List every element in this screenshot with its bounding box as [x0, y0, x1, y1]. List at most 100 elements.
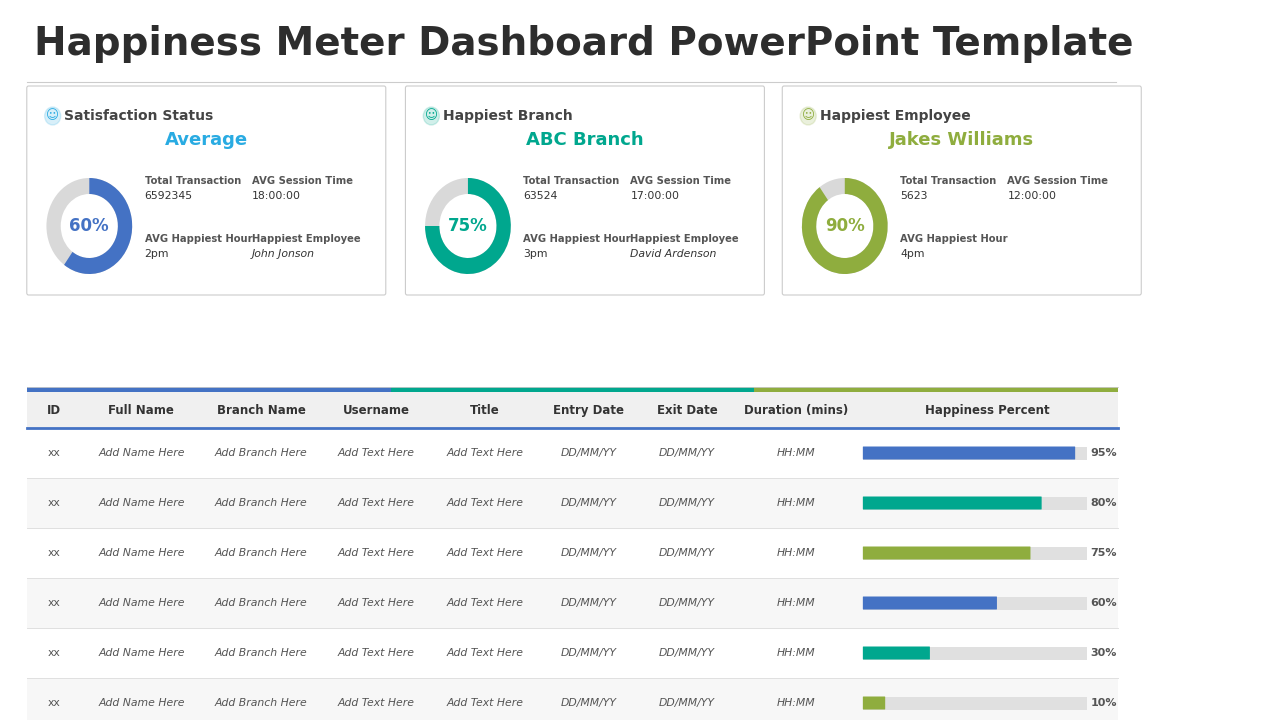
- Text: DD/MM/YY: DD/MM/YY: [561, 648, 617, 658]
- Text: DD/MM/YY: DD/MM/YY: [561, 448, 617, 458]
- Text: Jakes Williams: Jakes Williams: [890, 131, 1034, 149]
- Text: 60%: 60%: [69, 217, 109, 235]
- Text: Add Text Here: Add Text Here: [338, 698, 415, 708]
- Text: Add Name Here: Add Name Here: [99, 498, 184, 508]
- Text: Full Name: Full Name: [109, 403, 174, 416]
- Text: AVG Happiest Hour: AVG Happiest Hour: [900, 234, 1007, 244]
- Text: Add Branch Here: Add Branch Here: [215, 598, 307, 608]
- Text: ☺: ☺: [46, 109, 59, 122]
- Text: AVG Session Time: AVG Session Time: [1007, 176, 1108, 186]
- Bar: [754, 387, 1117, 392]
- FancyBboxPatch shape: [863, 546, 1030, 559]
- Text: HH:MM: HH:MM: [777, 548, 815, 558]
- Text: HH:MM: HH:MM: [777, 648, 815, 658]
- Text: ☺: ☺: [425, 109, 438, 122]
- FancyBboxPatch shape: [863, 446, 1075, 459]
- Text: Add Name Here: Add Name Here: [99, 698, 184, 708]
- Bar: [863, 596, 1087, 610]
- FancyBboxPatch shape: [863, 596, 997, 610]
- Text: Add Text Here: Add Text Here: [447, 498, 524, 508]
- Text: HH:MM: HH:MM: [777, 598, 815, 608]
- Text: 6592345: 6592345: [145, 191, 193, 201]
- Bar: [27, 392, 1117, 428]
- Text: Add Text Here: Add Text Here: [447, 448, 524, 458]
- Text: Add Text Here: Add Text Here: [447, 548, 524, 558]
- Text: 75%: 75%: [1091, 548, 1117, 558]
- Text: DD/MM/YY: DD/MM/YY: [659, 648, 716, 658]
- Text: DD/MM/YY: DD/MM/YY: [659, 698, 716, 708]
- Text: xx: xx: [47, 648, 60, 658]
- Text: xx: xx: [47, 698, 60, 708]
- Bar: [863, 446, 1087, 459]
- Circle shape: [424, 107, 439, 125]
- Text: Add Branch Here: Add Branch Here: [215, 548, 307, 558]
- Text: 12:00:00: 12:00:00: [1007, 191, 1056, 201]
- Text: Add Text Here: Add Text Here: [338, 548, 415, 558]
- Text: 90%: 90%: [824, 217, 865, 235]
- Text: Total Transaction: Total Transaction: [900, 176, 996, 186]
- Text: 2pm: 2pm: [145, 249, 169, 259]
- Text: Add Branch Here: Add Branch Here: [215, 448, 307, 458]
- FancyBboxPatch shape: [863, 696, 886, 709]
- Text: Add Branch Here: Add Branch Here: [215, 498, 307, 508]
- Text: DD/MM/YY: DD/MM/YY: [659, 598, 716, 608]
- Text: Happiest Employee: Happiest Employee: [631, 234, 739, 244]
- Text: 18:00:00: 18:00:00: [252, 191, 301, 201]
- Bar: [27, 428, 1117, 478]
- Text: DD/MM/YY: DD/MM/YY: [659, 448, 716, 458]
- Text: Total Transaction: Total Transaction: [145, 176, 241, 186]
- Text: ☺: ☺: [801, 109, 814, 122]
- Text: Add Text Here: Add Text Here: [447, 698, 524, 708]
- Text: ABC Branch: ABC Branch: [526, 131, 644, 149]
- FancyBboxPatch shape: [863, 497, 1042, 510]
- Bar: [863, 497, 1087, 510]
- Circle shape: [800, 107, 817, 125]
- Text: Add Name Here: Add Name Here: [99, 648, 184, 658]
- Text: DD/MM/YY: DD/MM/YY: [561, 698, 617, 708]
- Bar: [27, 578, 1117, 628]
- Text: Satisfaction Status: Satisfaction Status: [64, 109, 214, 123]
- Text: AVG Happiest Hour: AVG Happiest Hour: [145, 234, 252, 244]
- Bar: [27, 478, 1117, 528]
- Text: 60%: 60%: [1091, 598, 1117, 608]
- Text: 95%: 95%: [1091, 448, 1117, 458]
- Text: AVG Session Time: AVG Session Time: [631, 176, 731, 186]
- Text: ID: ID: [47, 403, 61, 416]
- Text: John Jonson: John Jonson: [252, 249, 315, 259]
- Text: Exit Date: Exit Date: [657, 403, 717, 416]
- Text: David Ardenson: David Ardenson: [631, 249, 717, 259]
- Text: Add Text Here: Add Text Here: [447, 648, 524, 658]
- Text: Entry Date: Entry Date: [553, 403, 625, 416]
- Text: Duration (mins): Duration (mins): [744, 403, 849, 416]
- Bar: [863, 696, 1087, 709]
- Text: Add Branch Here: Add Branch Here: [215, 648, 307, 658]
- Wedge shape: [425, 178, 511, 274]
- Wedge shape: [64, 178, 132, 274]
- Text: xx: xx: [47, 498, 60, 508]
- Bar: [390, 387, 754, 392]
- Text: Add Name Here: Add Name Here: [99, 548, 184, 558]
- Bar: [27, 678, 1117, 720]
- Bar: [863, 647, 1087, 660]
- Text: Add Name Here: Add Name Here: [99, 448, 184, 458]
- Text: HH:MM: HH:MM: [777, 498, 815, 508]
- Text: Add Text Here: Add Text Here: [338, 598, 415, 608]
- Text: Branch Name: Branch Name: [218, 403, 306, 416]
- Text: Happiest Employee: Happiest Employee: [819, 109, 970, 123]
- Text: Happiest Employee: Happiest Employee: [252, 234, 361, 244]
- Text: Add Name Here: Add Name Here: [99, 598, 184, 608]
- Circle shape: [45, 107, 60, 125]
- Text: 10%: 10%: [1091, 698, 1117, 708]
- Text: AVG Session Time: AVG Session Time: [252, 176, 353, 186]
- Text: 80%: 80%: [1091, 498, 1117, 508]
- Text: HH:MM: HH:MM: [777, 698, 815, 708]
- Bar: [27, 628, 1117, 678]
- Bar: [27, 528, 1117, 578]
- Text: xx: xx: [47, 598, 60, 608]
- Text: 30%: 30%: [1091, 648, 1116, 658]
- Text: xx: xx: [47, 548, 60, 558]
- Bar: [863, 546, 1087, 559]
- Text: Average: Average: [165, 131, 248, 149]
- FancyBboxPatch shape: [863, 647, 929, 660]
- FancyBboxPatch shape: [406, 86, 764, 295]
